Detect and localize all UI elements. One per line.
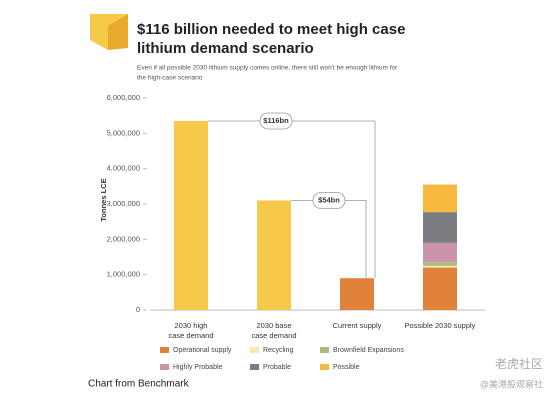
bracket	[291, 200, 367, 279]
legend-label: Recycling	[263, 347, 293, 354]
legend-swatch	[320, 364, 329, 370]
y-tick-label: 3,000,000	[107, 199, 140, 208]
stack-segment	[423, 184, 457, 213]
y-tick-label: 4,000,000	[107, 164, 140, 173]
legend-swatch	[320, 347, 329, 353]
logo-shade	[108, 14, 128, 50]
caption: Chart from Benchmark	[88, 379, 190, 390]
bracket	[208, 120, 376, 279]
annotation-box	[312, 192, 346, 209]
legend-label: Probable	[263, 364, 291, 371]
legend-swatch	[160, 347, 169, 353]
stack-segment	[423, 265, 457, 268]
x-tick-label: 2030 high	[175, 321, 208, 330]
bar	[174, 120, 208, 310]
bar	[340, 278, 374, 310]
stack-segment	[423, 267, 457, 310]
subtitle: the high-case scenario	[137, 75, 203, 82]
chart-title: lithium demand scenario	[137, 40, 314, 57]
legend-label: Highly Probable	[173, 364, 223, 371]
legend-swatch	[160, 364, 169, 370]
stack-segment	[423, 262, 457, 266]
x-tick-label: case demand	[168, 331, 213, 340]
stack-segment	[423, 212, 457, 243]
y-tick-label: 1,000,000	[107, 270, 140, 279]
x-tick-label: case demand	[251, 331, 296, 340]
x-tick-label: 2030 base	[256, 321, 291, 330]
watermark: 老虎社区	[495, 356, 543, 371]
y-tick-label: 6,000,000	[107, 93, 140, 102]
bar	[257, 200, 291, 310]
chart-title: $116 billion needed to meet high case	[137, 21, 405, 38]
annotation-box	[259, 112, 293, 130]
legend-swatch	[250, 347, 259, 353]
stack-segment	[423, 242, 457, 263]
y-tick-label: 2,000,000	[107, 234, 140, 243]
watermark: @美港股观察社	[480, 378, 543, 389]
y-tick-label: 5,000,000	[107, 128, 140, 137]
y-axis-label: Tonnes LCE	[99, 178, 108, 221]
legend-label: Operational supply	[173, 347, 232, 354]
annotation: $116bn	[263, 116, 289, 125]
legend-label: Possible	[333, 364, 360, 371]
legend-swatch	[250, 364, 259, 370]
x-tick-label: Possible 2030 supply	[405, 321, 476, 330]
annotation: $54bn	[318, 195, 340, 204]
x-tick-label: Current supply	[333, 321, 382, 330]
y-tick-label: 0	[136, 305, 140, 314]
legend-label: Brownfield Expansions	[333, 347, 404, 354]
subtitle: Even if all possible 2030 lithium supply…	[137, 65, 398, 72]
